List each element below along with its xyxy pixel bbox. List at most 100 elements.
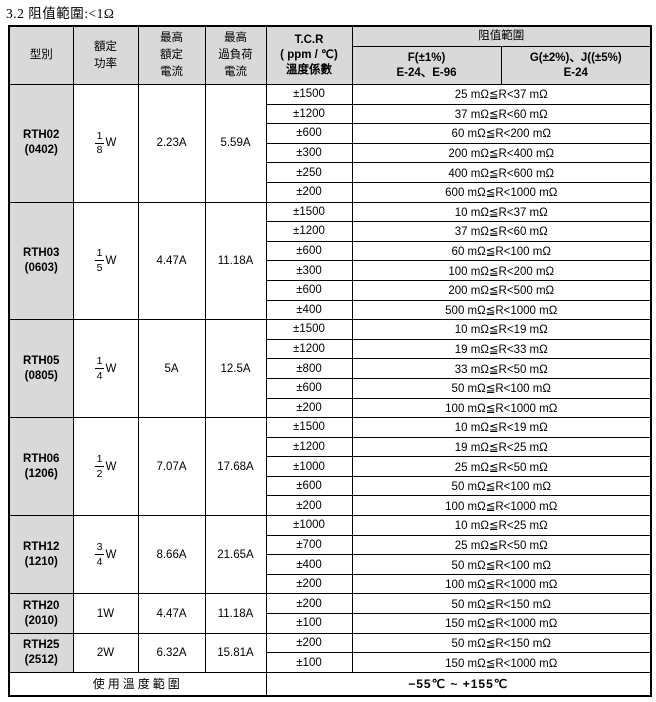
model-name: RTH03 [23,246,60,259]
resistance-range-cell: 50 mΩ≦R<100 mΩ [351,475,652,497]
tcr-value-cell: ±1500 [265,417,353,438]
rated-current-cell: 2.23A [137,84,206,203]
fraction-numerator: 1 [94,453,105,468]
tcr-value-cell: ±300 [265,142,353,164]
tcr-value-cell: ±1200 [265,338,353,360]
tcr-value-cell: ±1200 [265,221,353,242]
power-unit: W [105,362,117,375]
table-row: ±200 100 mΩ≦R<1000 mΩ [9,397,652,419]
resistance-range-cell: 200 mΩ≦R<400 mΩ [351,142,652,164]
table-row: ±400 500 mΩ≦R<1000 mΩ [9,299,652,321]
resistance-range-cell: 400 mΩ≦R<600 mΩ [351,162,652,183]
fraction-numerator: 1 [94,355,105,370]
resistance-range-cell: 10 mΩ≦R<37 mΩ [351,201,652,223]
table-row: RTH20 (2010) 1W 4.47A 11.18A ±200 50 mΩ≦R<150 … [8,593,652,634]
model-name: RTH20 [23,599,60,612]
table-row: ±1000 25 mΩ≦R<50 mΩ [9,456,652,477]
tcr-value-cell: ±250 [265,162,353,183]
tcr-value-cell: ±1200 [265,103,353,125]
table-body: RTH02 (0402) 1 8 W 2.23A 5.59A ±1500 25 mΩ≦R<37 … [8,84,652,673]
tcr-value-cell: ±100 [265,652,353,673]
model-name: RTH05 [23,354,60,367]
table-row: ±200 100 mΩ≦R<1000 mΩ [9,495,652,517]
header-cell-max-overload-current: 最高 過負荷 電流 [204,25,267,85]
rated-current-cell: 6.32A [137,632,206,673]
tcr-value-cell: ±800 [265,358,353,379]
model-cell: RTH02 (0402) [8,84,74,203]
fraction-denominator: 4 [96,555,103,568]
overload-current-cell: 11.18A [204,593,267,634]
header-cell-tcr: T.C.R ( ppm / ℃) 溫度係數 [265,25,353,85]
resistance-range-cell: 50 mΩ≦R<150 mΩ [351,632,652,654]
model-package: (0805) [24,369,58,382]
table-row: ±100 150 mΩ≦R<1000 mΩ [9,652,652,673]
resistance-range-cell: 50 mΩ≦R<150 mΩ [351,593,652,615]
table-row: ±600 200 mΩ≦R<500 mΩ [9,279,652,301]
tcr-value-cell: ±600 [265,377,353,399]
resistance-range-cell: 50 mΩ≦R<100 mΩ [351,377,652,399]
tcr-value-cell: ±600 [265,123,353,144]
resistance-range-cell: 100 mΩ≦R<1000 mΩ [351,495,652,517]
tcr-value-cell: ±200 [265,632,353,654]
table-row: ±400 50 mΩ≦R<100 mΩ [9,554,652,575]
model-package: (0603) [24,261,58,274]
header-cell-resistance-range: 阻值範圍 [351,25,652,47]
model-package: (2010) [24,614,58,627]
model-name: RTH12 [23,540,60,553]
table-row: ±1200 37 mΩ≦R<60 mΩ [9,221,652,242]
rated-current-cell: 4.47A [137,593,206,634]
model-package: (2512) [24,653,58,666]
table-row: ±1200 19 mΩ≦R<33 mΩ [9,338,652,360]
table-row: ±800 33 mΩ≦R<50 mΩ [9,358,652,379]
model-cell: RTH05 (0805) [8,319,74,419]
resistance-range-cell: 100 mΩ≦R<1000 mΩ [351,397,652,419]
table-row: ±600 60 mΩ≦R<200 mΩ [9,123,652,144]
tcr-value-cell: ±400 [265,299,353,321]
rated-current-cell: 5A [137,319,206,419]
model-name: RTH06 [23,452,60,465]
power-unit: W [105,548,117,561]
resistance-range-cell: 150 mΩ≦R<1000 mΩ [351,652,652,673]
fraction-numerator: 3 [94,541,105,556]
tcr-value-cell: ±1500 [265,84,353,105]
overload-current-cell: 15.81A [204,632,267,673]
resistance-range-cell: 19 mΩ≦R<25 mΩ [351,436,652,458]
header-cell-tolerance-g: G(±2%)、J((±5%) E-24 [500,46,652,85]
overload-current-cell: 11.18A [204,201,267,321]
tcr-value-cell: ±600 [265,475,353,497]
resistance-range-cell: 50 mΩ≦R<100 mΩ [351,554,652,575]
model-package: (1210) [24,555,58,568]
table-row: RTH05 (0805) 1 4 W 5A 12.5A ±1500 10 mΩ≦R<19 mΩ [8,319,652,419]
table-row: ±200 100 mΩ≦R<1000 mΩ [9,573,652,595]
resistance-range-cell: 60 mΩ≦R<100 mΩ [351,240,652,262]
model-name: RTH02 [23,129,60,142]
tcr-value-cell: ±1500 [265,201,353,223]
tcr-value-cell: ±1000 [265,456,353,477]
tcr-value-cell: ±600 [265,240,353,262]
header-cell-type: 型別 [8,25,74,85]
resistance-range-cell: 600 mΩ≦R<1000 mΩ [351,181,652,203]
overload-current-cell: 5.59A [204,84,267,203]
resistance-range-cell: 37 mΩ≦R<60 mΩ [351,103,652,125]
overload-current-cell: 12.5A [204,319,267,419]
tcr-value-cell: ±400 [265,554,353,575]
table-row: ±600 60 mΩ≦R<100 mΩ [9,240,652,262]
table-row: ±1200 19 mΩ≦R<25 mΩ [9,436,652,458]
overload-current-cell: 21.65A [204,515,267,595]
rated-power-cell: 1W [72,593,139,634]
tcr-value-cell: ±100 [265,613,353,634]
resistance-range-cell: 25 mΩ≦R<37 mΩ [351,84,652,105]
resistance-range-cell: 10 mΩ≦R<25 mΩ [351,515,652,536]
tcr-value-cell: ±200 [265,181,353,203]
resistance-range-cell: 500 mΩ≦R<1000 mΩ [351,299,652,321]
rated-power-cell: 2W [72,632,139,673]
resistance-range-cell: 100 mΩ≦R<200 mΩ [351,260,652,281]
tcr-value-cell: ±300 [265,260,353,281]
